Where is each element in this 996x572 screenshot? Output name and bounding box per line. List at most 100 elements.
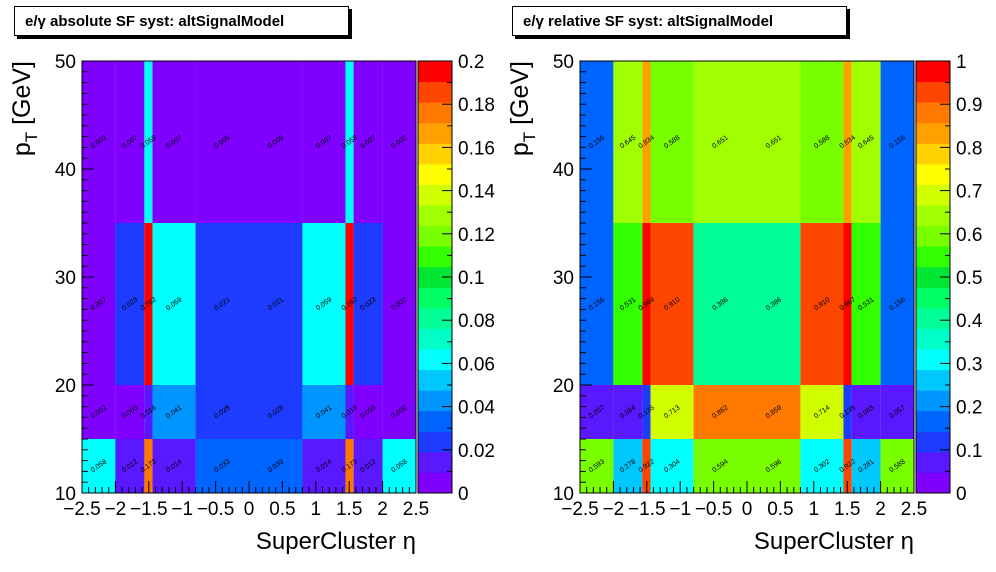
heatmap-cell [851, 439, 881, 493]
heatmap-cell [843, 385, 852, 439]
heatmap-cell [382, 439, 416, 493]
colorbar-tick-label: 0.02 [458, 441, 495, 462]
colorbar-segment [418, 410, 452, 432]
x-tick-label: −2 [603, 499, 625, 520]
heatmap-cell [642, 223, 651, 385]
heatmap-cell [345, 223, 354, 385]
colorbar-segment [916, 369, 950, 391]
colorbar-segment [916, 431, 950, 453]
heatmap-cell [144, 61, 153, 223]
x-tick-label: −2 [105, 499, 127, 520]
heatmap-cell [800, 223, 844, 385]
colorbar-tick-label: 0.3 [956, 354, 982, 375]
colorbar-segment [916, 122, 950, 144]
x-tick-label: −1 [171, 499, 193, 520]
x-tick-label: 2.5 [901, 499, 927, 520]
y-axis-title: pT [GeV] [506, 61, 539, 156]
heatmap-cell [345, 439, 354, 493]
x-tick-label: −2.5 [63, 499, 101, 520]
colorbar-segment [418, 205, 452, 227]
colorbar-segment [418, 122, 452, 144]
heatmap-cell [249, 385, 303, 439]
heatmap-cell [195, 439, 249, 493]
heatmap-cell [693, 61, 747, 223]
x-tick-label: −1.5 [628, 499, 666, 520]
colorbar-segment [418, 163, 452, 185]
heatmap-cell [650, 439, 694, 493]
heatmap-cell [353, 439, 383, 493]
heatmap-cell [152, 439, 196, 493]
heatmap-cell [693, 223, 747, 385]
heatmap-cell [650, 223, 694, 385]
colorbar-tick-label: 0.06 [458, 354, 495, 375]
colorbar-tick-label: 0.2 [956, 398, 982, 419]
x-tick-label: 1.5 [336, 499, 362, 520]
heatmap-cell [302, 61, 346, 223]
colorbar-tick-label: 0.12 [458, 225, 495, 246]
colorbar-segment [418, 143, 452, 165]
heatmap-cell [747, 385, 801, 439]
heatmap-cell [249, 223, 303, 385]
heatmap-cell [382, 61, 416, 223]
heatmap-cell [353, 61, 383, 223]
heatmap-cell [800, 439, 844, 493]
colorbar-segment [418, 328, 452, 350]
heatmap-cell [613, 223, 643, 385]
colorbar-segment [916, 184, 950, 206]
heatmap-cell [115, 439, 145, 493]
heatmap-cell [613, 439, 643, 493]
heatmap-cell [642, 439, 651, 493]
y-tick-label: 20 [55, 376, 76, 397]
heatmap-cell [302, 385, 346, 439]
y-tick-label: 30 [553, 268, 574, 289]
heatmap-cell [800, 61, 844, 223]
heatmap-cell [382, 223, 416, 385]
heatmap-cell [613, 61, 643, 223]
x-tick-label: 2 [377, 499, 388, 520]
colorbar-segment [916, 328, 950, 350]
colorbar-tick-label: 0.2 [458, 52, 484, 73]
heatmap-cell [851, 61, 881, 223]
colorbar-tick-label: 0.8 [956, 138, 982, 159]
colorbar-tick-label: 0.14 [458, 182, 495, 203]
colorbar-tick-label: 0.18 [458, 95, 495, 116]
x-tick-label: −2.5 [561, 499, 599, 520]
colorbar-segment [418, 307, 452, 329]
x-axis-title: SuperCluster η [754, 528, 914, 555]
heatmap-cell [82, 385, 116, 439]
y-axis-title: pT [GeV] [8, 61, 41, 156]
x-tick-label: 0 [742, 499, 753, 520]
heatmap-cell [195, 223, 249, 385]
colorbar-segment [418, 287, 452, 309]
x-tick-label: 0.5 [269, 499, 295, 520]
colorbar-tick-label: 1 [956, 52, 967, 73]
heatmap-cell [195, 61, 249, 223]
heatmap-cell [880, 61, 914, 223]
y-tick-label: 10 [553, 484, 574, 505]
colorbar-tick-label: 0.08 [458, 311, 495, 332]
colorbar-tick-label: 0.16 [458, 138, 495, 159]
colorbar-segment [418, 102, 452, 124]
colorbar-tick-label: 0.7 [956, 182, 982, 203]
colorbar-segment [418, 246, 452, 268]
colorbar-segment [418, 266, 452, 288]
heatmap-cell [843, 61, 852, 223]
colorbar-segment [916, 102, 950, 124]
y-tick-label: 50 [553, 52, 574, 73]
x-axis-title: SuperCluster η [256, 528, 416, 555]
heatmap-cell [800, 385, 844, 439]
x-tick-label: −1.5 [130, 499, 168, 520]
colorbar-tick-label: 0 [458, 484, 469, 505]
heatmap-cell [580, 439, 614, 493]
heatmap-cell [642, 61, 651, 223]
heatmap-cell [580, 223, 614, 385]
colorbar-tick-label: 0.1 [956, 441, 982, 462]
heatmap-cell [747, 223, 801, 385]
heatmap-cell [880, 385, 914, 439]
colorbar-segment [418, 225, 452, 247]
colorbar-tick-label: 0.5 [956, 268, 982, 289]
colorbar-segment [916, 390, 950, 412]
colorbar-segment [916, 205, 950, 227]
colorbar-segment [916, 246, 950, 268]
